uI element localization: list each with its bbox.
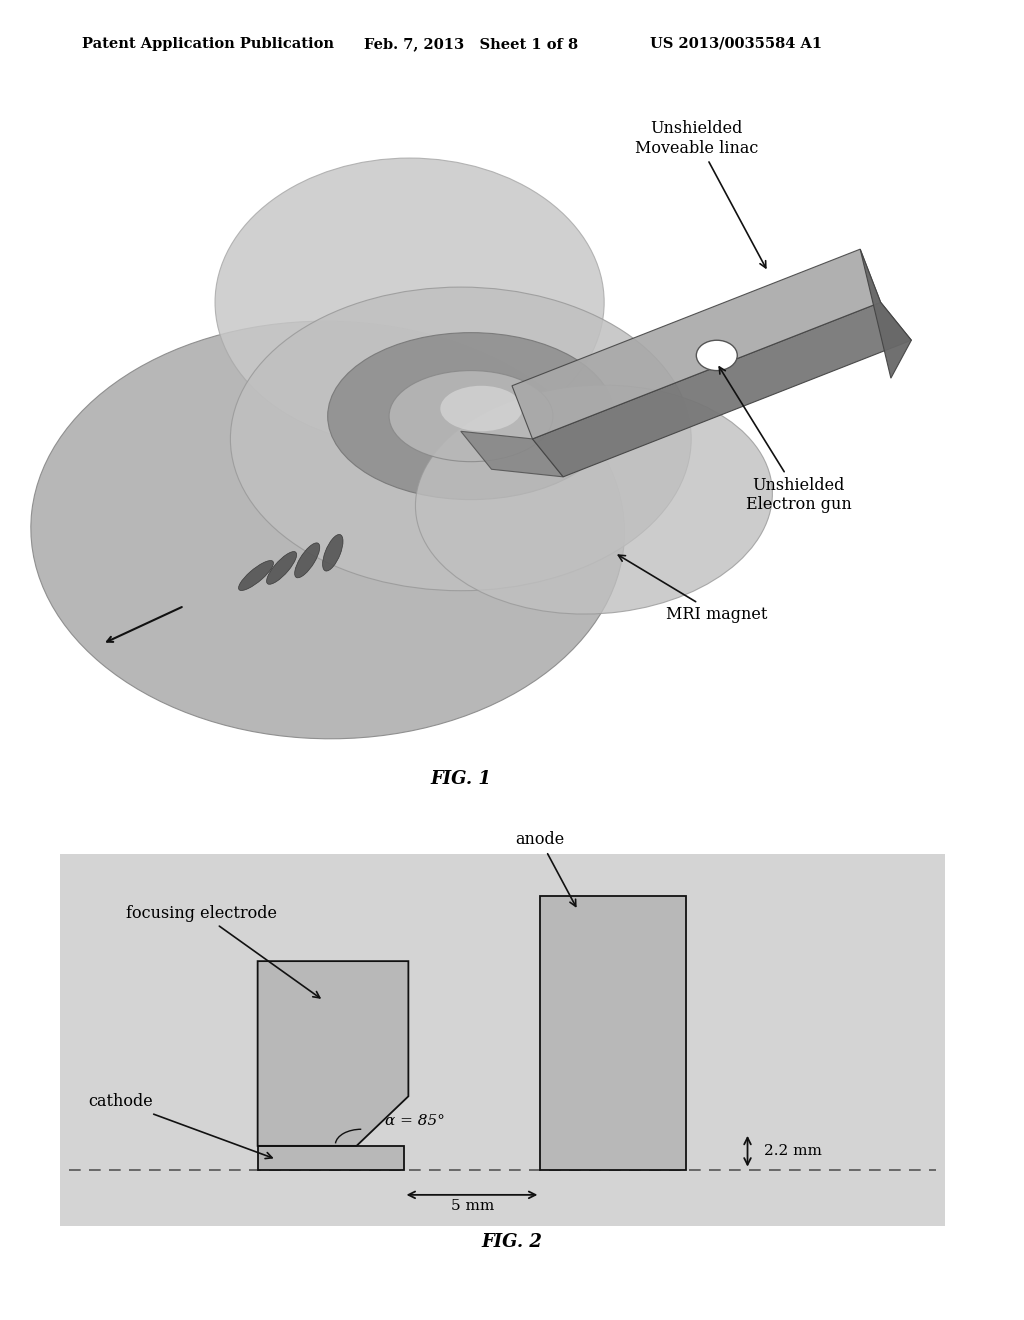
Polygon shape bbox=[860, 249, 911, 379]
Ellipse shape bbox=[323, 535, 343, 572]
Text: FIG. 2: FIG. 2 bbox=[481, 1233, 543, 1251]
Bar bbox=[541, 896, 686, 1170]
Text: MRI magnet: MRI magnet bbox=[618, 556, 767, 623]
Text: Patent Application Publication: Patent Application Publication bbox=[82, 37, 334, 51]
Ellipse shape bbox=[215, 158, 604, 446]
Ellipse shape bbox=[295, 543, 319, 578]
Text: cathode: cathode bbox=[88, 1093, 272, 1159]
Ellipse shape bbox=[416, 385, 772, 614]
Polygon shape bbox=[461, 432, 563, 477]
Text: Unshielded
Moveable linac: Unshielded Moveable linac bbox=[635, 120, 766, 268]
Ellipse shape bbox=[389, 371, 553, 462]
Text: anode: anode bbox=[516, 832, 575, 907]
Text: 5 mm: 5 mm bbox=[451, 1200, 494, 1213]
Polygon shape bbox=[532, 302, 911, 477]
Text: FIG. 1: FIG. 1 bbox=[430, 770, 492, 788]
Text: α = 85°: α = 85° bbox=[385, 1114, 444, 1127]
Ellipse shape bbox=[328, 333, 614, 500]
Ellipse shape bbox=[239, 561, 273, 590]
Polygon shape bbox=[258, 961, 409, 1146]
Text: US 2013/0035584 A1: US 2013/0035584 A1 bbox=[650, 37, 822, 51]
Ellipse shape bbox=[31, 321, 625, 739]
Bar bbox=[59, 854, 945, 1226]
Text: Unshielded
Electron gun: Unshielded Electron gun bbox=[719, 367, 852, 513]
Ellipse shape bbox=[266, 552, 297, 585]
Circle shape bbox=[696, 341, 737, 371]
Text: 2.2 mm: 2.2 mm bbox=[765, 1144, 822, 1158]
Ellipse shape bbox=[230, 288, 691, 591]
Text: focusing electrode: focusing electrode bbox=[126, 904, 319, 998]
Text: Feb. 7, 2013   Sheet 1 of 8: Feb. 7, 2013 Sheet 1 of 8 bbox=[364, 37, 578, 51]
Ellipse shape bbox=[440, 385, 522, 432]
Bar bbox=[258, 1146, 403, 1170]
Polygon shape bbox=[512, 249, 881, 438]
